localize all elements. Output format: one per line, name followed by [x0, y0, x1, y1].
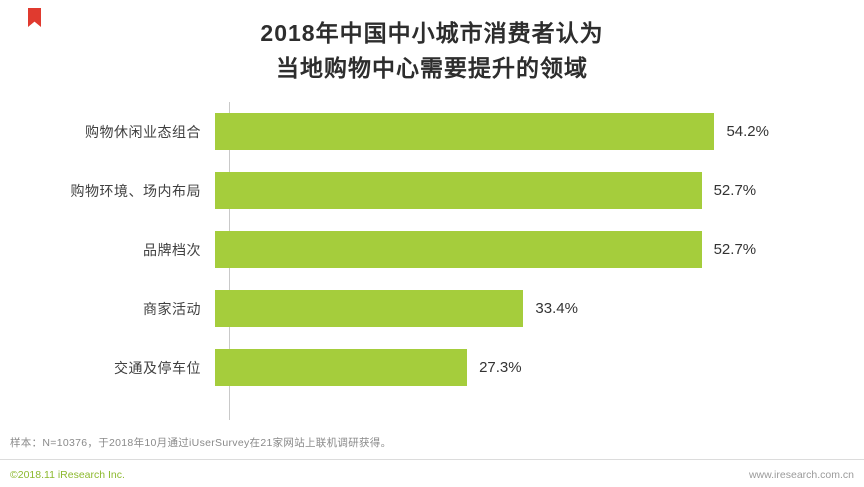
- brand-mark-icon: [28, 8, 41, 27]
- bar-row: 购物休闲业态组合 54.2%: [10, 102, 840, 161]
- bar-row: 交通及停车位 27.3%: [10, 338, 840, 397]
- chart-title-line2: 当地购物中心需要提升的领域: [276, 54, 588, 81]
- category-label: 购物休闲业态组合: [85, 123, 201, 140]
- website-link[interactable]: www.iresearch.com.cn: [748, 469, 854, 481]
- category-label: 交通及停车位: [114, 359, 201, 376]
- bar: [215, 231, 702, 268]
- bar: [215, 172, 702, 209]
- bar-zone: 33.4%: [215, 279, 769, 338]
- bar-chart: 购物休闲业态组合 54.2% 购物环境、场内布局 52.7% 品牌档次 52.7% 商家活动…: [10, 102, 840, 420]
- category-label: 品牌档次: [143, 241, 201, 258]
- bar: [215, 349, 468, 386]
- bar-zone: 52.7%: [215, 220, 769, 279]
- bar-row: 商家活动 33.4%: [10, 279, 840, 338]
- bar-row: 品牌档次 52.7%: [10, 220, 840, 279]
- bar: [215, 290, 524, 327]
- value-label: 54.2%: [726, 123, 769, 140]
- bar-row: 购物环境、场内布局 52.7%: [10, 161, 840, 220]
- footer-divider: [0, 459, 864, 460]
- bar-zone: 27.3%: [215, 338, 769, 397]
- value-label: 52.7%: [713, 182, 757, 199]
- bar-zone: 54.2%: [215, 102, 769, 161]
- value-label: 52.7%: [713, 241, 757, 258]
- chart-title: 2018年中国中小城市消费者认为 当地购物中心需要提升的领域: [0, 0, 864, 85]
- sample-note: 样本：N=10376，于2018年10月通过iUserSurvey在21家网站上…: [10, 437, 392, 449]
- chart-title-line1: 2018年中国中小城市消费者认为: [260, 20, 604, 46]
- category-label: 商家活动: [143, 300, 201, 317]
- value-label: 33.4%: [535, 300, 578, 317]
- bar-zone: 52.7%: [215, 161, 769, 220]
- bar-rows: 购物休闲业态组合 54.2% 购物环境、场内布局 52.7% 品牌档次 52.7% 商家活动…: [10, 102, 840, 397]
- footer: ©2018.11 iResearch Inc. www.iresearch.co…: [0, 469, 864, 481]
- category-label: 购物环境、场内布局: [70, 182, 201, 199]
- value-label: 27.3%: [479, 359, 522, 376]
- bar: [215, 113, 715, 150]
- copyright-text: ©2018.11 iResearch Inc.: [10, 469, 125, 481]
